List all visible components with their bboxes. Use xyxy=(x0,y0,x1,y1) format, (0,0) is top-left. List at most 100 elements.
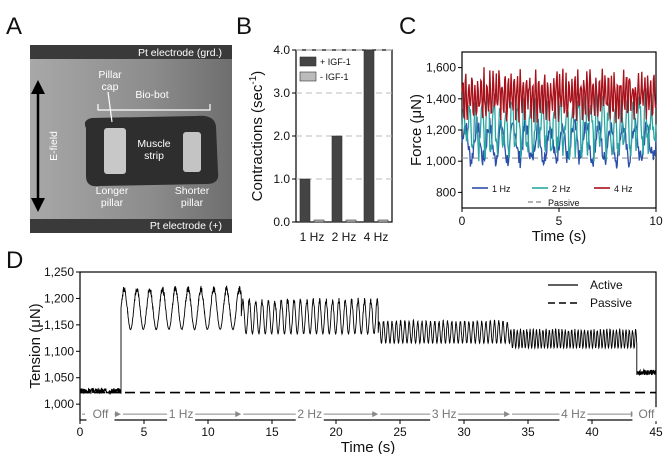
y-tick-label: 1,250 xyxy=(44,265,74,279)
segment-arrowhead xyxy=(235,411,242,418)
x-tick-label: 10 xyxy=(201,425,215,439)
panel-a-photo: Pt electrode (grd.) Pt electrode (+) E-f… xyxy=(30,45,232,233)
x-tick-label: 5 xyxy=(556,214,563,228)
y-tick-label: 1,100 xyxy=(44,344,74,358)
bottom-electrode xyxy=(30,219,232,233)
y-tick-label: 0.0 xyxy=(273,215,290,229)
legend-label: 4 Hz xyxy=(614,184,633,194)
shorter-pillar-shape xyxy=(183,132,201,172)
x-tick-label: 35 xyxy=(521,425,535,439)
y-axis-title: Tension (μN) xyxy=(27,303,44,388)
segment-label-bg xyxy=(430,407,459,422)
efield-arrowhead-down xyxy=(31,198,45,212)
shorter-label-2: pillar xyxy=(181,197,204,209)
longer-label-1: Longer xyxy=(96,185,129,197)
panel-b-letter: B xyxy=(236,13,252,40)
y-tick-label: 4.0 xyxy=(273,43,290,57)
muscle-label-1: Muscle xyxy=(137,138,170,150)
active-trace xyxy=(79,285,657,395)
y-tick-label: 1,050 xyxy=(44,371,74,385)
panel-a-letter: A xyxy=(6,13,22,40)
legend-swatch xyxy=(299,71,317,82)
x-axis-title: Time (s) xyxy=(341,439,395,454)
biobot-bracket xyxy=(97,104,211,111)
chart-c: 800 1,000 1,200 1,400 1,600 0 5 10 Time (s) Force… xyxy=(408,51,663,245)
x-tick-label: 10 xyxy=(649,214,663,228)
y-tick-label: 1,150 xyxy=(44,318,74,332)
segment-label: 1 Hz xyxy=(169,407,194,421)
pillar-cap-label-2: cap xyxy=(102,81,119,93)
x-axis-title: Time (s) xyxy=(532,228,586,245)
bar xyxy=(313,219,325,223)
series-line xyxy=(461,67,657,124)
x-tick-label: 0 xyxy=(459,214,466,228)
series-line xyxy=(461,116,657,169)
segment-label: 3 Hz xyxy=(432,407,457,421)
biobot-label: Bio-bot xyxy=(135,89,168,101)
segment-label-bg xyxy=(86,407,115,422)
segment-label: 4 Hz xyxy=(561,407,586,421)
segment-label: Off xyxy=(639,407,655,421)
segment-label-bg xyxy=(295,407,324,422)
chart-d: 1,000 1,050 1,100 1,150 1,200 1,250 0 5 10 15 20 25… xyxy=(27,265,663,456)
legend-label: Active xyxy=(590,278,623,292)
legend-label: Passive xyxy=(590,296,632,310)
y-tick-label: 3.0 xyxy=(273,86,290,100)
y-tick-label: 2.0 xyxy=(273,129,290,143)
segment-label-bg xyxy=(167,407,196,422)
x-tick-label: 5 xyxy=(141,425,148,439)
legend-label: - IGF-1 xyxy=(320,72,349,82)
electrode-bottom-label: Pt electrode (+) xyxy=(150,220,222,232)
bar xyxy=(331,135,343,223)
efield-label: E-field xyxy=(48,131,60,161)
y-tick-label: 1,400 xyxy=(426,92,456,106)
x-tick-label: 15 xyxy=(265,425,279,439)
x-tick-label: 4 Hz xyxy=(364,230,389,244)
segment-arrowhead xyxy=(372,411,379,418)
pillar-cap-pointer xyxy=(107,91,113,123)
legend-swatch xyxy=(299,56,317,67)
segment-arrowhead xyxy=(504,411,511,418)
chart-b: 0.0 1.0 2.0 3.0 4.0 1 Hz 2 Hz 4 Hz Contractions … xyxy=(248,43,393,244)
y-tick-label: 1,200 xyxy=(44,291,74,305)
segment-label-bg xyxy=(559,407,588,422)
x-tick-label: 30 xyxy=(457,425,471,439)
x-tick-label: 0 xyxy=(77,425,84,439)
segment-label: 2 Hz xyxy=(297,407,322,421)
segment-label: Off xyxy=(93,407,109,421)
efield-arrowhead-up xyxy=(31,80,45,94)
legend-label: 1 Hz xyxy=(492,184,511,194)
y-tick-label: 1,600 xyxy=(426,61,456,75)
top-electrode xyxy=(30,45,232,59)
panel-c-letter: C xyxy=(399,13,416,40)
y-axis-title: Contractions (sec-1) xyxy=(248,71,266,202)
x-tick-label: 45 xyxy=(649,425,663,439)
longer-label-2: pillar xyxy=(101,197,124,209)
muscle-label-2: strip xyxy=(144,150,164,162)
longer-pillar-shape xyxy=(104,128,126,174)
bar xyxy=(299,178,311,223)
legend-label: + IGF-1 xyxy=(320,57,351,67)
bar xyxy=(363,49,375,223)
y-axis-title: Force (μN) xyxy=(408,94,425,166)
x-tick-label: 20 xyxy=(329,425,343,439)
x-tick-label: 2 Hz xyxy=(332,230,357,244)
x-tick-label: 40 xyxy=(585,425,599,439)
panel-d-letter: D xyxy=(6,247,23,274)
x-tick-label: 1 Hz xyxy=(300,230,325,244)
shorter-label-1: Shorter xyxy=(175,185,210,197)
y-tick-label: 1,200 xyxy=(426,123,456,137)
bar xyxy=(345,219,357,223)
segment-arrowhead xyxy=(114,411,121,418)
y-tick-label: 1,000 xyxy=(426,154,456,168)
legend-label: 2 Hz xyxy=(552,184,571,194)
segment-label-bg xyxy=(632,407,661,422)
y-tick-label: 800 xyxy=(436,185,456,199)
pillar-cap-label-1: Pillar xyxy=(98,69,122,81)
bar xyxy=(377,219,389,223)
legend-label: Passive xyxy=(548,198,580,208)
electrode-top-label: Pt electrode (grd.) xyxy=(138,47,222,59)
x-tick-label: 25 xyxy=(393,425,407,439)
y-tick-label: 1.0 xyxy=(273,172,290,186)
